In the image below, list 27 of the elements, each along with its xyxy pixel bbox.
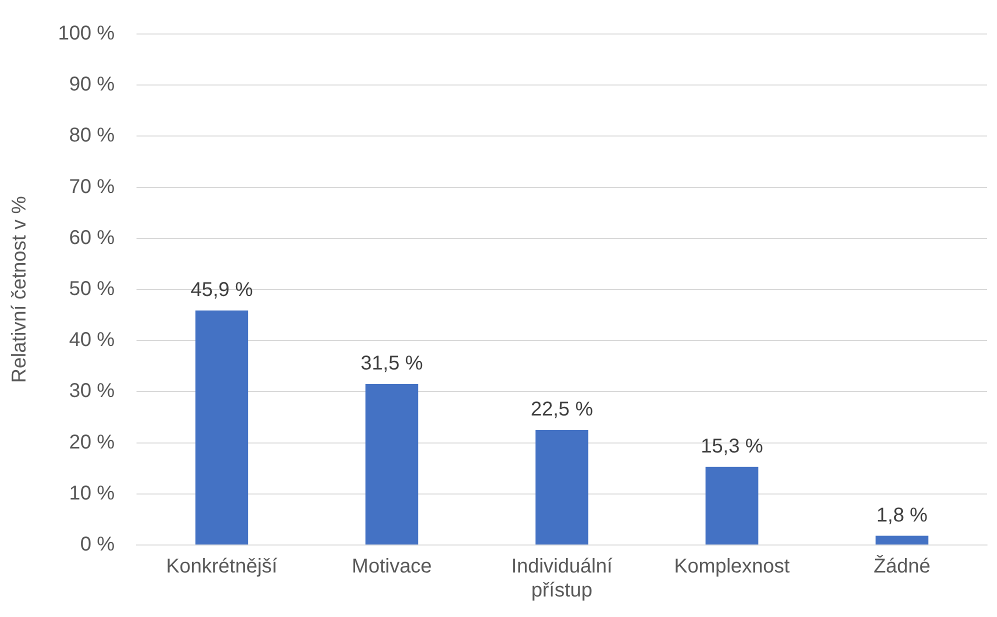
y-tick-label: 30 % <box>69 380 115 402</box>
x-tick-label: Komplexnost <box>674 556 790 578</box>
x-tick-label: Konkrétnější <box>166 556 278 578</box>
y-tick-label: 50 % <box>69 278 115 300</box>
y-tick-label: 10 % <box>69 482 115 504</box>
bar <box>535 430 588 544</box>
data-label: 31,5 % <box>360 352 424 375</box>
y-tick-label: 90 % <box>69 74 115 96</box>
y-tick-label: 80 % <box>69 124 115 147</box>
bar <box>706 466 758 544</box>
y-axis-title: Relativní četnost v % <box>8 196 31 383</box>
data-label: 1,8 % <box>876 504 928 526</box>
data-label: 15,3 % <box>700 435 764 458</box>
y-tick-label: 60 % <box>69 226 115 249</box>
bar <box>876 536 928 544</box>
y-tick-label: 0 % <box>80 534 115 556</box>
bar <box>195 310 248 544</box>
y-tick-label: 20 % <box>69 431 115 454</box>
x-tick-label: Žádné <box>874 554 930 578</box>
data-label: 45,9 % <box>190 278 254 301</box>
y-tick-label: 70 % <box>69 176 115 198</box>
x-tick-label: Individuální přístup <box>511 556 613 602</box>
x-tick-label: Motivace <box>352 556 432 578</box>
data-label: 22,5 % <box>530 398 594 421</box>
bar <box>365 384 418 544</box>
y-tick-label: 100 % <box>58 22 115 45</box>
y-tick-label: 40 % <box>69 329 115 352</box>
